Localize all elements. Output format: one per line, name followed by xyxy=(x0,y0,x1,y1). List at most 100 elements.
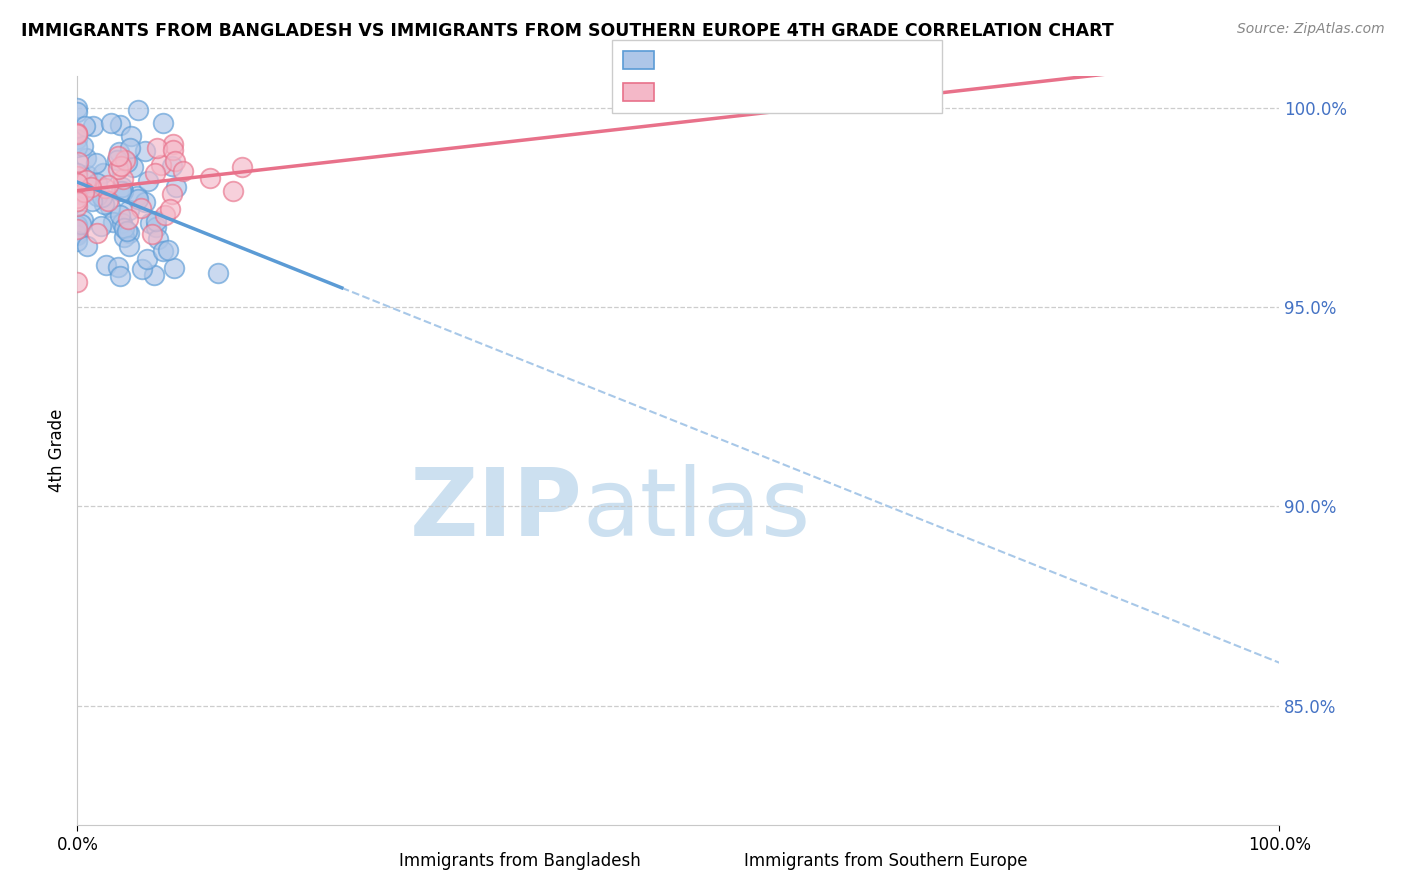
Point xyxy=(66,221,89,235)
Point xyxy=(136,174,159,188)
Point xyxy=(66,169,89,183)
Text: 0.394: 0.394 xyxy=(704,83,768,101)
Point xyxy=(162,187,184,202)
Point xyxy=(66,194,89,209)
Point xyxy=(115,154,138,169)
Point xyxy=(145,214,167,228)
Text: -0.378: -0.378 xyxy=(704,51,769,69)
Point xyxy=(66,132,89,146)
Text: IMMIGRANTS FROM BANGLADESH VS IMMIGRANTS FROM SOUTHERN EUROPE 4TH GRADE CORRELAT: IMMIGRANTS FROM BANGLADESH VS IMMIGRANTS… xyxy=(21,22,1114,40)
Point xyxy=(86,176,108,190)
Point xyxy=(112,184,135,198)
Point xyxy=(120,140,142,154)
Point xyxy=(118,239,141,253)
Text: N =: N = xyxy=(772,51,824,69)
Text: 38: 38 xyxy=(821,83,846,101)
Point xyxy=(66,226,89,240)
Point xyxy=(118,226,141,240)
Point xyxy=(165,179,187,194)
Point xyxy=(66,191,89,205)
Point xyxy=(93,197,115,211)
Point xyxy=(207,267,229,281)
Text: 75: 75 xyxy=(821,51,846,69)
Point xyxy=(66,218,89,232)
Point xyxy=(107,260,129,275)
Point xyxy=(66,178,89,192)
Point xyxy=(114,153,136,168)
Point xyxy=(66,219,89,234)
Point xyxy=(163,261,186,276)
Point xyxy=(200,171,222,186)
Point xyxy=(66,185,89,199)
Point xyxy=(111,180,134,194)
Text: N =: N = xyxy=(772,83,824,101)
Point xyxy=(100,116,122,130)
Point xyxy=(66,104,89,119)
Point xyxy=(97,178,120,193)
Point xyxy=(101,215,124,229)
Point xyxy=(86,189,108,203)
Point xyxy=(163,154,186,169)
Point xyxy=(80,194,103,208)
Point xyxy=(143,268,166,282)
Point xyxy=(75,151,97,165)
Point xyxy=(86,226,108,240)
Point xyxy=(94,258,117,272)
Point xyxy=(149,158,172,172)
Point xyxy=(172,164,194,178)
Point xyxy=(120,129,142,144)
Text: Immigrants from Southern Europe: Immigrants from Southern Europe xyxy=(744,852,1028,870)
Point xyxy=(70,217,93,231)
Text: R =: R = xyxy=(662,83,702,101)
Point xyxy=(72,213,94,227)
Point xyxy=(134,194,156,209)
Point xyxy=(122,161,145,175)
Point xyxy=(66,234,89,248)
Point xyxy=(80,180,103,194)
Point xyxy=(66,275,89,289)
Text: ZIP: ZIP xyxy=(409,465,582,557)
Point xyxy=(91,166,114,180)
Point xyxy=(75,119,97,133)
Point xyxy=(66,176,89,190)
Point xyxy=(108,208,131,222)
Point xyxy=(127,103,149,117)
Point xyxy=(76,239,98,253)
Point xyxy=(148,232,170,246)
Point xyxy=(84,155,107,169)
Point xyxy=(125,188,148,202)
Point xyxy=(90,190,112,204)
Point xyxy=(69,187,91,202)
Point xyxy=(162,144,184,158)
Point xyxy=(107,145,129,160)
Point xyxy=(98,200,121,214)
Point xyxy=(112,221,135,235)
Y-axis label: 4th Grade: 4th Grade xyxy=(48,409,66,492)
Text: Source: ZipAtlas.com: Source: ZipAtlas.com xyxy=(1237,22,1385,37)
Point xyxy=(66,199,89,213)
Point xyxy=(89,219,111,234)
Point xyxy=(110,159,132,173)
Point xyxy=(134,144,156,158)
Point xyxy=(76,169,98,183)
Point xyxy=(110,216,132,230)
Point xyxy=(156,244,179,258)
Point xyxy=(160,159,183,173)
Point xyxy=(117,212,139,227)
Point xyxy=(231,160,253,174)
Point xyxy=(143,166,166,180)
Point xyxy=(159,202,181,216)
Point xyxy=(82,119,104,133)
Point xyxy=(118,202,141,217)
Point xyxy=(136,252,159,266)
Point xyxy=(131,262,153,277)
Point xyxy=(66,155,89,169)
Point xyxy=(66,139,89,153)
Point xyxy=(94,181,117,195)
Point xyxy=(75,173,97,187)
Point xyxy=(110,184,132,198)
Point xyxy=(115,224,138,238)
Point xyxy=(66,126,89,140)
Point xyxy=(145,141,167,155)
Text: Immigrants from Bangladesh: Immigrants from Bangladesh xyxy=(399,852,641,870)
